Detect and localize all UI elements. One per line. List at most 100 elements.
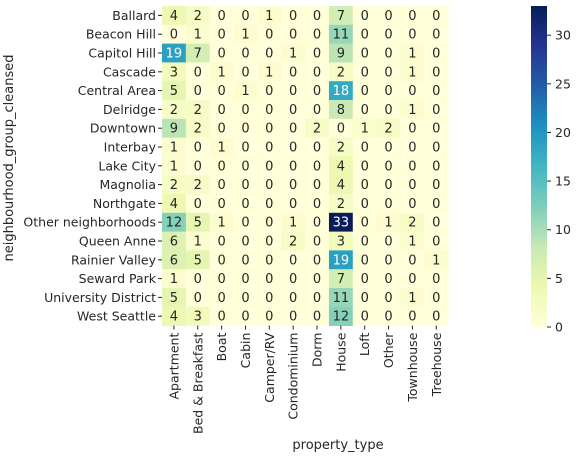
cell-value-label: 0 — [265, 103, 273, 118]
heatmap-cell — [281, 43, 306, 63]
cell-value-label: 0 — [408, 310, 416, 325]
heatmap-cell — [185, 250, 211, 270]
heatmap-cell — [233, 118, 258, 138]
y-tick-label: Rainier Valley — [71, 252, 157, 267]
y-tick-label: Central Area — [78, 83, 156, 98]
heatmap-cell — [424, 100, 449, 120]
heatmap-cell — [209, 6, 234, 26]
cell-value-label: 0 — [361, 272, 369, 287]
heatmap-cell — [400, 231, 425, 251]
cell-value-label: 0 — [432, 310, 440, 325]
cell-value-label: 2 — [194, 178, 202, 193]
heatmap-cell — [424, 288, 449, 308]
cell-value-label: 0 — [265, 310, 273, 325]
heatmap-cell — [376, 62, 401, 82]
x-tick-label: Dorm — [310, 333, 325, 367]
heatmap-cell — [376, 81, 401, 101]
heatmap-cell — [305, 269, 330, 289]
heatmap-cell — [424, 62, 449, 82]
heatmap-cell — [162, 175, 187, 195]
y-tick-label: Seward Park — [79, 271, 157, 286]
heatmap-cell — [162, 194, 187, 214]
heatmap-cell — [185, 231, 211, 251]
heatmap-cell — [257, 6, 282, 26]
heatmap-cell — [162, 24, 187, 44]
heatmap-cell — [281, 175, 306, 195]
heatmap-cell — [376, 175, 401, 195]
y-tick-label: Northgate — [93, 196, 156, 211]
heatmap-cell — [233, 24, 258, 44]
cell-value-label: 1 — [265, 9, 273, 24]
cell-value-label: 12 — [166, 216, 183, 231]
heatmap-cell — [233, 306, 258, 326]
heatmap-cell — [233, 100, 258, 120]
heatmap-cell — [352, 100, 378, 120]
heatmap-cell — [185, 288, 211, 308]
x-tick-label: Condominium — [286, 333, 301, 420]
cell-value-label: 0 — [241, 65, 249, 80]
heatmap-cell — [185, 62, 211, 82]
cell-value-label: 0 — [265, 291, 273, 306]
heatmap-cell — [376, 288, 401, 308]
heatmap-cell — [352, 306, 378, 326]
heatmap-cell — [162, 269, 187, 289]
heatmap-cell — [400, 62, 425, 82]
heatmap-cell — [376, 212, 401, 232]
cell-value-label: 0 — [289, 84, 297, 99]
heatmap-cell — [209, 156, 234, 176]
cell-value-label: 0 — [361, 291, 369, 306]
heatmap-cell — [185, 137, 211, 157]
heatmap-cell — [376, 24, 401, 44]
y-tick-label: Ballard — [112, 8, 156, 23]
heatmap-cell — [305, 212, 330, 232]
cell-value-label: 0 — [361, 216, 369, 231]
heatmap-cell — [281, 118, 306, 138]
heatmap-cell — [281, 156, 306, 176]
cell-value-label: 7 — [337, 9, 345, 24]
heatmap-cell — [281, 194, 306, 214]
cell-value-label: 0 — [408, 197, 416, 212]
heatmap-cell — [162, 43, 187, 63]
cell-value-label: 0 — [217, 122, 225, 137]
cell-value-label: 0 — [241, 235, 249, 250]
cell-value-label: 1 — [217, 216, 225, 231]
heatmap-cell — [281, 6, 306, 26]
cell-value-label: 0 — [289, 253, 297, 268]
cell-value-label: 1 — [408, 47, 416, 62]
y-tick-label: Magnolia — [99, 177, 156, 192]
cell-value-label: 0 — [384, 291, 392, 306]
cell-value-label: 0 — [289, 9, 297, 24]
cell-value-label: 0 — [241, 216, 249, 231]
heatmap-cell — [185, 269, 211, 289]
heatmap-cell — [257, 175, 282, 195]
heatmap-cell — [352, 175, 378, 195]
cell-value-label: 0 — [432, 272, 440, 287]
heatmap-cell — [305, 250, 330, 270]
heatmap-cell — [185, 212, 211, 232]
heatmap-cell — [185, 194, 211, 214]
heatmap-cell — [352, 81, 378, 101]
heatmap-cell — [376, 6, 401, 26]
cell-value-label: 5 — [194, 253, 202, 268]
heatmap-cell — [400, 269, 425, 289]
heatmap-cell — [305, 175, 330, 195]
heatmap-cell — [281, 81, 306, 101]
cell-value-label: 0 — [384, 141, 392, 156]
heatmap-cell — [162, 288, 187, 308]
cell-value-label: 0 — [361, 9, 369, 24]
heatmap-cell — [209, 288, 234, 308]
cell-value-label: 1 — [217, 65, 225, 80]
cell-value-label: 0 — [241, 197, 249, 212]
heatmap-cell — [281, 250, 306, 270]
heatmap-cell — [400, 250, 425, 270]
heatmap-cell — [209, 100, 234, 120]
heatmap-cell — [376, 306, 401, 326]
cell-value-label: 2 — [337, 197, 345, 212]
cell-value-label: 6 — [170, 235, 178, 250]
heatmap-cell — [257, 194, 282, 214]
cell-value-label: 0 — [194, 197, 202, 212]
heatmap-cell — [328, 118, 354, 138]
heatmap-cell — [328, 24, 354, 44]
cell-value-label: 0 — [289, 141, 297, 156]
